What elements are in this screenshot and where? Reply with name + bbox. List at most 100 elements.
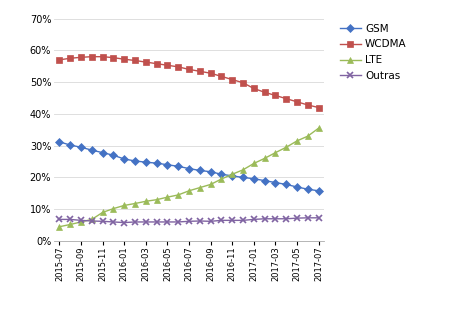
GSM (197, 169, 202, 172)
LTE (240, 168, 246, 172)
WCDMA (57, 58, 62, 62)
Outras (100, 219, 105, 223)
Outras (294, 216, 300, 220)
LTE (68, 223, 73, 226)
LTE (251, 162, 256, 165)
GSM (284, 183, 289, 186)
WCDMA (305, 103, 310, 107)
Line: LTE: LTE (57, 125, 321, 230)
GSM (230, 174, 235, 178)
WCDMA (251, 87, 256, 90)
WCDMA (176, 65, 181, 69)
LTE (208, 183, 213, 186)
Outras (208, 219, 213, 223)
GSM (186, 167, 192, 170)
Outras (122, 221, 127, 224)
GSM (305, 187, 310, 191)
WCDMA (273, 94, 278, 97)
LTE (154, 198, 159, 201)
LTE (132, 202, 138, 205)
GSM (251, 177, 256, 180)
WCDMA (219, 74, 224, 78)
WCDMA (262, 91, 267, 94)
LTE (262, 157, 267, 160)
GSM (262, 179, 267, 183)
GSM (240, 176, 246, 179)
Outras (89, 219, 94, 223)
LTE (176, 193, 181, 197)
WCDMA (154, 62, 159, 66)
WCDMA (240, 81, 246, 85)
GSM (122, 157, 127, 161)
GSM (208, 170, 213, 174)
WCDMA (132, 59, 138, 62)
LTE (78, 220, 84, 224)
LTE (111, 207, 116, 210)
GSM (68, 143, 73, 147)
WCDMA (111, 56, 116, 60)
GSM (273, 181, 278, 184)
Line: Outras: Outras (57, 215, 321, 225)
Outras (273, 217, 278, 221)
LTE (316, 126, 321, 130)
LTE (165, 195, 170, 199)
WCDMA (68, 57, 73, 60)
LTE (273, 151, 278, 154)
LTE (197, 186, 202, 189)
Legend: GSM, WCDMA, LTE, Outras: GSM, WCDMA, LTE, Outras (340, 24, 407, 81)
GSM (100, 151, 105, 154)
GSM (89, 148, 94, 152)
GSM (219, 172, 224, 176)
Outras (251, 218, 256, 221)
Outras (165, 220, 170, 224)
LTE (122, 204, 127, 207)
GSM (111, 153, 116, 157)
Outras (240, 218, 246, 222)
Outras (111, 220, 116, 224)
LTE (219, 177, 224, 181)
WCDMA (230, 78, 235, 81)
WCDMA (122, 57, 127, 61)
LTE (230, 172, 235, 176)
GSM (143, 160, 148, 164)
Outras (154, 220, 159, 224)
Outras (305, 216, 310, 220)
WCDMA (316, 106, 321, 109)
Outras (316, 216, 321, 220)
WCDMA (284, 97, 289, 100)
Line: WCDMA: WCDMA (57, 54, 321, 110)
Outras (176, 220, 181, 224)
Outras (57, 218, 62, 221)
WCDMA (186, 68, 192, 71)
GSM (294, 185, 300, 189)
GSM (57, 140, 62, 144)
WCDMA (165, 63, 170, 67)
WCDMA (143, 60, 148, 64)
Outras (230, 218, 235, 222)
LTE (89, 218, 94, 221)
GSM (154, 161, 159, 165)
GSM (316, 189, 321, 193)
Outras (68, 218, 73, 221)
Outras (284, 217, 289, 221)
WCDMA (89, 55, 94, 58)
LTE (143, 199, 148, 203)
WCDMA (294, 100, 300, 104)
LTE (186, 189, 192, 193)
LTE (57, 225, 62, 229)
WCDMA (208, 71, 213, 75)
Outras (78, 218, 84, 222)
LTE (294, 139, 300, 143)
Outras (143, 220, 148, 224)
Outras (186, 219, 192, 223)
GSM (78, 146, 84, 149)
GSM (165, 163, 170, 167)
LTE (100, 210, 105, 214)
WCDMA (197, 70, 202, 73)
Outras (262, 217, 267, 221)
WCDMA (78, 55, 84, 59)
LTE (284, 146, 289, 149)
WCDMA (100, 55, 105, 58)
Outras (197, 219, 202, 223)
Line: GSM: GSM (57, 139, 321, 193)
